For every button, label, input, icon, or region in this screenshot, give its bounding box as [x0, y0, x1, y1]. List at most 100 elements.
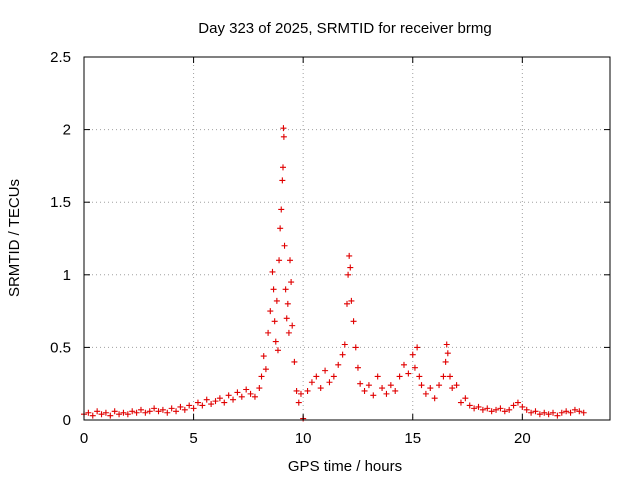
data-point: [190, 405, 197, 412]
data-point: [479, 406, 486, 413]
data-point: [571, 406, 578, 413]
data-point: [146, 408, 153, 415]
data-point: [442, 358, 449, 365]
data-point: [168, 405, 175, 412]
x-tick-label: 0: [80, 430, 88, 447]
data-point: [580, 409, 587, 416]
data-point: [212, 398, 219, 405]
data-point: [251, 393, 258, 400]
data-point: [317, 385, 324, 392]
data-point: [120, 409, 127, 416]
data-point: [545, 411, 552, 418]
data-point: [151, 405, 158, 412]
data-point: [567, 409, 574, 416]
data-point: [462, 395, 469, 402]
data-point: [256, 385, 263, 392]
data-point: [379, 385, 386, 392]
y-tick-label: 1: [63, 267, 71, 284]
y-tick-label: 0.5: [50, 339, 71, 356]
data-point: [116, 411, 123, 418]
data-point: [181, 406, 188, 413]
data-point: [107, 412, 114, 419]
data-point: [427, 385, 434, 392]
data-point: [576, 408, 583, 415]
data-point: [346, 252, 353, 259]
data-point: [124, 411, 131, 418]
data-point: [277, 225, 284, 232]
data-point: [142, 409, 149, 416]
data-point: [265, 329, 272, 336]
data-point: [203, 396, 210, 403]
data-point: [278, 206, 285, 213]
data-point: [422, 390, 429, 397]
data-point: [279, 177, 286, 184]
data-point: [326, 379, 333, 386]
data-point: [370, 392, 377, 399]
data-point: [392, 387, 399, 394]
data-point: [102, 409, 109, 416]
data-point: [281, 242, 288, 249]
y-axis-label: SRMTID / TECUs: [6, 179, 23, 297]
x-axis-label: GPS time / hours: [288, 458, 402, 475]
data-point: [304, 387, 311, 394]
data-point: [414, 344, 421, 351]
data-point: [558, 409, 565, 416]
data-point: [267, 308, 274, 315]
data-point: [199, 402, 206, 409]
data-point: [501, 408, 508, 415]
data-point: [471, 405, 478, 412]
data-point: [554, 412, 561, 419]
data-point: [541, 409, 548, 416]
data-point: [262, 366, 269, 373]
data-point: [475, 403, 482, 410]
data-point: [506, 406, 513, 413]
data-point: [523, 406, 530, 413]
x-tick-label: 15: [404, 430, 421, 447]
data-point: [282, 286, 289, 293]
data-point: [405, 370, 412, 377]
data-point: [361, 387, 368, 394]
data-point: [447, 373, 454, 380]
data-point: [453, 382, 460, 389]
data-point: [186, 402, 193, 409]
data-point: [269, 268, 276, 275]
data-point: [274, 347, 281, 354]
y-tick-label: 0: [63, 412, 71, 429]
chart-title: Day 323 of 2025, SRMTID for receiver brm…: [198, 20, 491, 37]
data-point: [339, 351, 346, 358]
data-point: [354, 364, 361, 371]
data-point: [357, 380, 364, 387]
data-point: [289, 322, 296, 329]
data-point: [247, 390, 254, 397]
data-point: [295, 399, 302, 406]
data-point: [510, 402, 517, 409]
data-point: [285, 329, 292, 336]
data-point: [291, 358, 298, 365]
data-point: [352, 344, 359, 351]
data-point: [270, 286, 277, 293]
data-point: [322, 367, 329, 374]
data-point: [177, 403, 184, 410]
data-point: [258, 373, 265, 380]
data-point: [221, 399, 228, 406]
data-point: [313, 373, 320, 380]
data-point: [409, 351, 416, 358]
data-point: [440, 373, 447, 380]
grid-lines: [84, 57, 610, 420]
data-point: [383, 390, 390, 397]
data-point: [283, 315, 290, 322]
data-point: [387, 382, 394, 389]
x-tick-label: 5: [189, 430, 197, 447]
data-point: [514, 399, 521, 406]
data-point: [111, 408, 118, 415]
axis-ticks: 0 5 10 15 20 0 0.5 1 1.5 2 2.5: [50, 49, 610, 447]
plot-frame: [83, 56, 611, 421]
data-point: [400, 361, 407, 368]
data-point: [488, 408, 495, 415]
data-point: [280, 133, 287, 140]
y-tick-label: 2.5: [50, 49, 71, 66]
data-point: [273, 297, 280, 304]
data-point: [133, 409, 140, 416]
data-point: [297, 390, 304, 397]
